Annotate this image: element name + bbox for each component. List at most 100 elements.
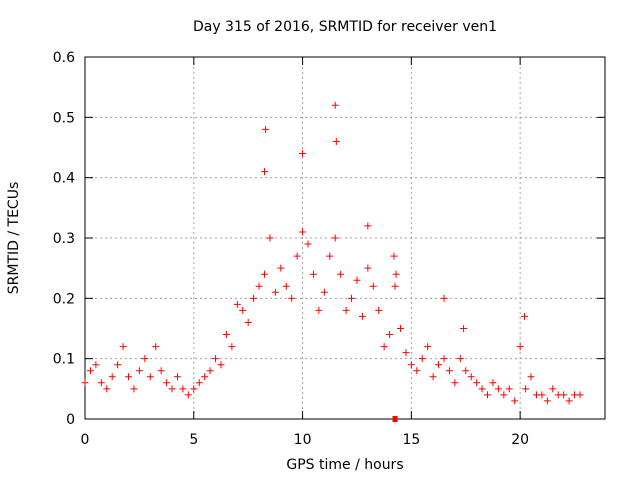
data-point (217, 361, 225, 369)
data-point (489, 379, 497, 387)
y-tick-label: 0.3 (53, 231, 75, 247)
data-point (190, 385, 198, 393)
data-point (549, 385, 557, 393)
data-point (451, 379, 459, 387)
data-point (391, 282, 399, 290)
data-point (456, 355, 464, 363)
data-point (299, 150, 307, 158)
data-point (260, 168, 268, 176)
data-point (543, 397, 551, 405)
data-point (429, 373, 437, 381)
data-points (81, 101, 584, 405)
data-point (396, 325, 404, 332)
data-point (233, 300, 241, 308)
data-point (364, 222, 372, 230)
data-point (201, 373, 209, 381)
data-point (168, 385, 176, 393)
data-point (244, 318, 252, 326)
data-point (392, 270, 400, 278)
data-point (250, 294, 258, 302)
y-tick-label: 0.6 (53, 50, 75, 66)
data-point (81, 379, 89, 387)
data-point (538, 391, 546, 399)
data-point (315, 306, 323, 314)
data-point (576, 391, 584, 399)
data-point (560, 391, 568, 399)
x-tick-label: 15 (402, 432, 420, 448)
data-point (299, 228, 307, 236)
data-point (114, 361, 122, 369)
data-point (369, 282, 377, 290)
data-point (511, 397, 519, 405)
data-point (239, 306, 247, 314)
data-point (478, 385, 486, 393)
data-point (125, 373, 133, 381)
data-point (332, 137, 340, 145)
data-point (179, 385, 187, 393)
data-point (119, 343, 127, 351)
annotations (392, 416, 398, 422)
data-point (520, 312, 528, 320)
data-point (326, 252, 334, 260)
data-point (522, 385, 530, 393)
y-tick-label: 0.4 (53, 171, 75, 187)
data-point (184, 391, 192, 399)
data-point (320, 288, 328, 296)
data-point (440, 294, 448, 302)
data-point (293, 252, 301, 260)
data-point (157, 367, 165, 375)
grid-lines (85, 57, 605, 419)
data-point (337, 270, 345, 278)
data-point (130, 385, 138, 393)
data-point (473, 379, 481, 387)
data-point (97, 379, 105, 387)
data-point (331, 234, 339, 242)
x-tick-label: 5 (189, 432, 198, 448)
data-point (309, 270, 317, 278)
x-tick-label: 0 (81, 432, 90, 448)
data-point (212, 355, 220, 363)
x-tick-label: 20 (511, 432, 529, 448)
axis-ticks: 0 0.1 0.2 0.3 0.4 0.5 0.6 0 5 10 15 20 (53, 50, 605, 448)
data-point (282, 282, 290, 290)
data-point (380, 343, 388, 351)
data-point (277, 264, 285, 272)
data-point (92, 361, 100, 369)
y-tick-label: 0.5 (53, 110, 75, 126)
data-point (173, 373, 181, 381)
data-point (260, 270, 268, 278)
data-point (255, 282, 263, 290)
data-point (108, 373, 116, 381)
data-point (505, 385, 513, 393)
data-point (462, 367, 470, 375)
x-tick-label: 10 (294, 432, 312, 448)
square-marker (392, 416, 398, 422)
data-point (390, 252, 398, 260)
data-point (500, 391, 508, 399)
data-point (304, 240, 312, 248)
data-point (402, 349, 410, 357)
y-tick-label: 0.2 (53, 291, 75, 307)
data-point (565, 397, 573, 405)
data-point (516, 343, 524, 351)
data-point (494, 385, 502, 393)
data-point (418, 355, 426, 363)
data-point (222, 331, 230, 339)
y-tick-label: 0.1 (53, 352, 75, 368)
data-point (527, 373, 535, 381)
data-point (424, 343, 432, 351)
data-point (135, 367, 143, 375)
data-point (413, 367, 421, 375)
data-point (445, 367, 453, 375)
data-point (364, 264, 372, 272)
data-point (467, 373, 475, 381)
data-point (331, 101, 339, 109)
data-point (375, 306, 383, 314)
data-point (288, 294, 296, 302)
data-point (141, 355, 149, 363)
chart-title: Day 315 of 2016, SRMTID for receiver ven… (192, 19, 498, 35)
data-point (152, 343, 160, 351)
data-point (103, 385, 111, 393)
data-point (271, 288, 279, 296)
